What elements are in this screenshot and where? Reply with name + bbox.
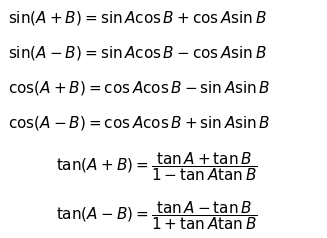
Text: $\tan(A-B) = \dfrac{\tan A - \tan B}{1 + \tan A\tan B}$: $\tan(A-B) = \dfrac{\tan A - \tan B}{1 +… (56, 199, 257, 232)
Text: $\cos(A+B) = \cos A\cos B - \sin A\sin B$: $\cos(A+B) = \cos A\cos B - \sin A\sin B… (8, 79, 270, 97)
Text: $\tan(A+B) = \dfrac{\tan A + \tan B}{1 - \tan A\tan B}$: $\tan(A+B) = \dfrac{\tan A + \tan B}{1 -… (56, 150, 257, 183)
Text: $\sin(A+B) = \sin A\cos B + \cos A\sin B$: $\sin(A+B) = \sin A\cos B + \cos A\sin B… (8, 9, 266, 27)
Text: $\sin(A-B) = \sin A\cos B - \cos A\sin B$: $\sin(A-B) = \sin A\cos B - \cos A\sin B… (8, 44, 266, 62)
Text: $\cos(A-B) = \cos A\cos B + \sin A\sin B$: $\cos(A-B) = \cos A\cos B + \sin A\sin B… (8, 114, 270, 132)
